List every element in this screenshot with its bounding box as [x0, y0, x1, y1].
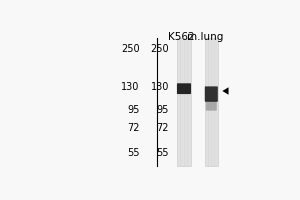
- Text: 55: 55: [127, 148, 140, 158]
- Bar: [177, 38, 191, 166]
- Text: K562: K562: [168, 32, 195, 42]
- Text: 250: 250: [150, 44, 169, 54]
- Polygon shape: [222, 87, 229, 95]
- Text: 72: 72: [127, 123, 140, 133]
- Bar: [205, 38, 218, 166]
- Text: 95: 95: [128, 105, 140, 115]
- Text: 130: 130: [151, 82, 169, 92]
- FancyBboxPatch shape: [177, 83, 191, 94]
- Text: 130: 130: [122, 82, 140, 92]
- Text: 95: 95: [157, 105, 169, 115]
- Text: m.lung: m.lung: [187, 32, 223, 42]
- Text: 250: 250: [121, 44, 140, 54]
- Text: 55: 55: [156, 148, 169, 158]
- FancyBboxPatch shape: [206, 101, 217, 111]
- FancyBboxPatch shape: [205, 86, 218, 102]
- Text: 72: 72: [156, 123, 169, 133]
